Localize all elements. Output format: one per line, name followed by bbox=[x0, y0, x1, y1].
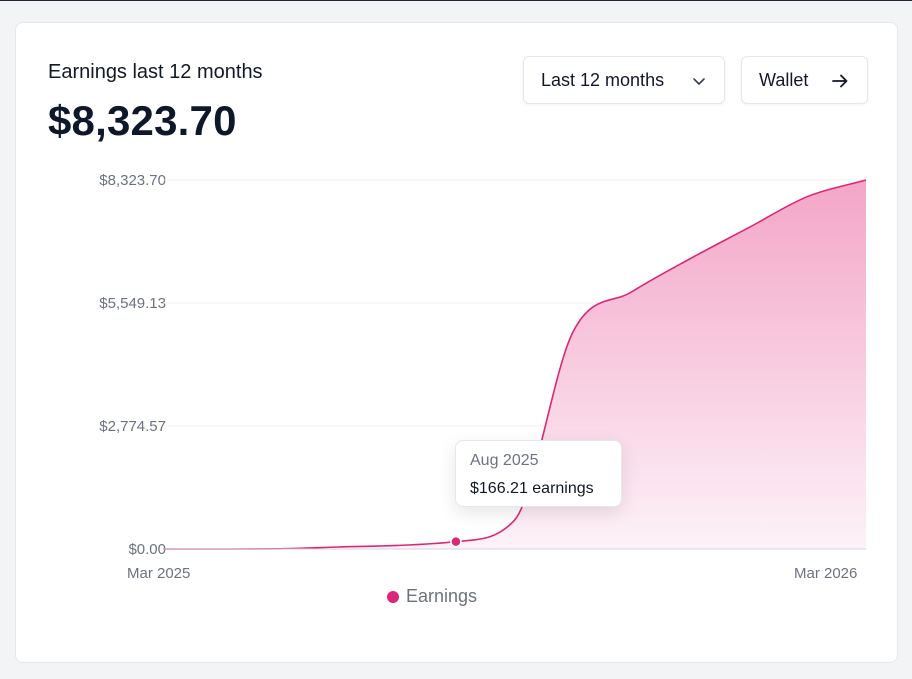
y-tick-label: $2,774.57 bbox=[99, 418, 166, 435]
x-tick-label: Mar 2026 bbox=[794, 565, 858, 582]
earnings-area bbox=[163, 180, 866, 549]
tooltip-value: $166.21 earnings bbox=[470, 480, 594, 497]
chevron-down-icon bbox=[693, 78, 705, 85]
card-title: Earnings last 12 months bbox=[48, 61, 263, 83]
arrow-right-icon bbox=[832, 74, 848, 88]
y-tick-label: $0.00 bbox=[128, 541, 166, 558]
wallet-button-label: Wallet bbox=[759, 69, 809, 90]
wallet-button[interactable]: Wallet bbox=[741, 56, 868, 104]
window-top-border bbox=[0, 0, 912, 1]
range-select-label: Last 12 months bbox=[541, 69, 665, 90]
chart-tooltip: Aug 2025 $166.21 earnings bbox=[455, 440, 622, 507]
x-tick-label: Mar 2025 bbox=[127, 565, 191, 582]
total-earnings: $8,323.70 bbox=[48, 97, 237, 144]
tooltip-date: Aug 2025 bbox=[470, 452, 539, 469]
earnings-card: Earnings last 12 months $8,323.70 Last 1… bbox=[15, 22, 898, 663]
legend-label: Earnings bbox=[406, 586, 478, 606]
legend-marker bbox=[387, 590, 399, 603]
chart-legend: Earnings bbox=[387, 586, 477, 607]
range-select[interactable]: Last 12 months bbox=[523, 56, 725, 104]
y-tick-label: $8,323.70 bbox=[99, 172, 166, 189]
highlighted-data-point[interactable] bbox=[450, 535, 462, 548]
y-tick-label: $5,549.13 bbox=[99, 295, 166, 312]
